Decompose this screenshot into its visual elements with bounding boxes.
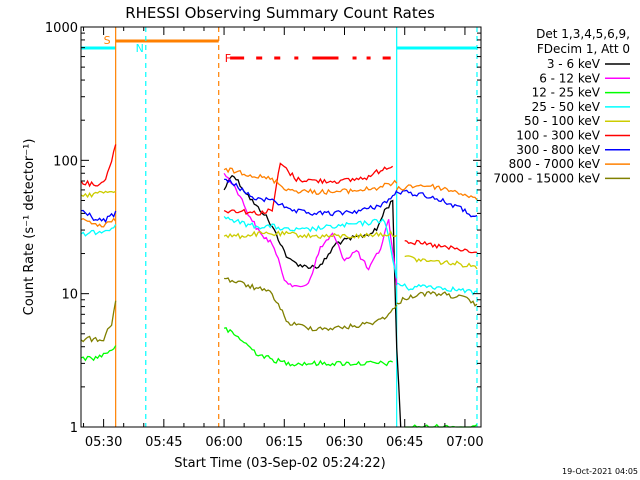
night-flag-label: N: [136, 42, 144, 55]
x-tick-label: 05:45: [145, 435, 182, 450]
series-100-300-kev: [80, 144, 117, 188]
plot-frame: [80, 26, 482, 428]
series-7000-15000-kev: [396, 290, 478, 307]
x-tick-label: 06:30: [326, 435, 363, 450]
series-800-7000-kev: [223, 167, 398, 195]
y-tick-label: 100: [53, 154, 78, 169]
series-800-7000-kev: [396, 183, 478, 201]
y-axis-label: Count Rate (s⁻¹ detector⁻¹): [22, 139, 37, 316]
series-12-25-kev: [80, 345, 117, 362]
x-tick-label: 06:15: [266, 435, 303, 450]
series-3-6-kev: [223, 174, 402, 428]
legend-entry-label: 3 - 6 keV: [547, 57, 601, 71]
x-tick-label: 07:00: [446, 435, 483, 450]
series-7000-15000-kev: [80, 300, 117, 343]
y-tick-label: 10: [61, 288, 78, 303]
x-tick-label: 06:45: [386, 435, 423, 450]
legend-entry-label: 12 - 25 keV: [532, 86, 601, 100]
series-300-800-kev: [80, 209, 117, 224]
flare-flag-label: F: [225, 52, 231, 65]
series-50-100-kev: [80, 190, 117, 199]
legend-entry-label: 25 - 50 keV: [532, 100, 601, 114]
axes: 1 10 100 1000 05:30 05:45 06:00 06:15 06:30 06:45…: [45, 21, 484, 450]
legend-entry-label: 7000 - 15000 keV: [493, 171, 600, 185]
series-100-300-kev: [404, 239, 478, 254]
legend-entry-label: 6 - 12 keV: [539, 71, 601, 85]
legend: Det 1,3,4,5,6,9,FDecim 1, Att 03 - 6 keV…: [493, 27, 630, 185]
legend-header: FDecim 1, Att 0: [537, 42, 630, 56]
date-stamp: 19-Oct-2021 04:05: [562, 467, 638, 476]
legend-header: Det 1,3,4,5,6,9,: [536, 27, 630, 41]
series-50-100-kev: [223, 230, 398, 240]
series-300-800-kev: [224, 178, 398, 217]
series-6-12-kev: [223, 172, 398, 288]
flag-boundary-lines: [115, 27, 478, 427]
flag-bars: S N F: [81, 34, 477, 65]
series-25-50-kev: [396, 282, 478, 296]
y-tick-label: 1000: [45, 21, 78, 36]
chart-title: RHESSI Observing Summary Count Rates: [125, 4, 435, 22]
series-800-7000-kev: [80, 217, 117, 228]
x-axis-label: Start Time (03-Sep-02 05:24:22): [174, 456, 385, 471]
series-12-25-kev: [223, 327, 393, 367]
x-tick-label: 06:00: [205, 435, 242, 450]
series-50-100-kev: [404, 255, 478, 270]
saa-flag-label: S: [104, 34, 111, 47]
x-tick-label: 05:30: [85, 435, 122, 450]
series-300-800-kev: [396, 189, 478, 218]
series-25-50-kev: [80, 224, 117, 237]
legend-entry-label: 50 - 100 keV: [524, 114, 601, 128]
series-100-300-kev: [223, 162, 394, 216]
legend-entry-label: 800 - 7000 keV: [509, 157, 601, 171]
y-tick-label: 1: [70, 421, 78, 436]
series-25-50-kev: [223, 215, 398, 279]
legend-entry-label: 300 - 800 keV: [516, 143, 600, 157]
series-7000-15000-kev: [224, 277, 398, 332]
legend-entry-label: 100 - 300 keV: [516, 129, 600, 143]
